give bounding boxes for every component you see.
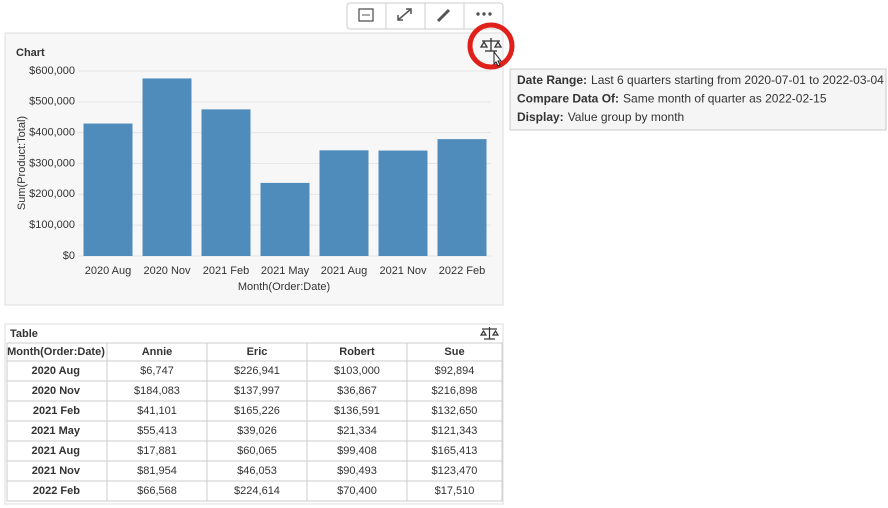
table-cell: $103,000 — [334, 365, 380, 377]
x-axis-label: Month(Order:Date) — [238, 281, 330, 293]
tooltip — [509, 68, 887, 131]
column-header: Sue — [444, 346, 464, 358]
table-cell: $41,101 — [137, 405, 177, 417]
table-compare-icon[interactable] — [479, 327, 500, 340]
y-tick-label: $300,000 — [29, 157, 75, 169]
tooltip-line: Date Range: Last 6 quarters starting from… — [517, 73, 884, 87]
chart-title: Chart — [16, 47, 45, 59]
bar — [437, 139, 487, 256]
y-tick-label: $600,000 — [29, 65, 75, 77]
y-tick-label: $400,000 — [29, 127, 75, 139]
x-tick-label: 2022 Feb — [439, 265, 485, 277]
x-tick-label: 2020 Aug — [85, 265, 132, 277]
table: Month(Order:Date) Annie Eric Robert Sue 2020 … — [6, 342, 503, 502]
table-cell: $17,881 — [137, 445, 177, 457]
table-cell: $137,997 — [234, 385, 280, 397]
table-cell: $39,026 — [237, 425, 277, 437]
table-cell: $136,591 — [334, 405, 380, 417]
expand-button[interactable] — [397, 8, 412, 21]
table-cell: $123,470 — [432, 465, 478, 477]
column-header: Annie — [142, 346, 173, 358]
table-cell: $92,894 — [435, 365, 475, 377]
data-button[interactable] — [358, 8, 374, 22]
tooltip-value: Last 6 quarters starting from 2020-07-01… — [591, 73, 884, 87]
table-cell: $99,408 — [337, 445, 377, 457]
y-axis-label: Sum(Product:Total) — [16, 116, 28, 210]
table-cell: $36,867 — [337, 385, 377, 397]
bar — [319, 150, 369, 256]
table-cell: $60,065 — [237, 445, 277, 457]
bar — [201, 109, 251, 256]
y-tick-label: $100,000 — [29, 219, 75, 231]
bar — [83, 123, 133, 256]
x-tick-label: 2021 Feb — [203, 265, 249, 277]
table-cell: $55,413 — [137, 425, 177, 437]
more-button[interactable] — [476, 12, 492, 16]
table-cell: $224,614 — [234, 485, 280, 497]
tooltip-text: Date Range: Last 6 quarters starting from… — [517, 73, 884, 124]
x-tick-label: 2021 Nov — [379, 265, 427, 277]
table-cell: $46,053 — [237, 465, 277, 477]
table-panel — [4, 323, 504, 505]
table-cell: $184,083 — [134, 385, 180, 397]
edit-button[interactable] — [436, 8, 451, 23]
y-tick-label: $0 — [63, 250, 75, 262]
tooltip-line: Display: Value group by month — [517, 110, 684, 124]
plot: $0 $100,000 $200,000 $300,000 $400,000 $500,0… — [29, 65, 491, 277]
row-header: 2022 Feb — [33, 485, 80, 497]
row-header: 2021 May — [31, 425, 81, 437]
table-cell: $90,493 — [337, 465, 377, 477]
column-header: Eric — [247, 346, 268, 358]
row-header: 2020 Nov — [32, 385, 81, 397]
tooltip-value: Same month of quarter as 2022-02-15 — [623, 92, 827, 106]
table-cell: $70,400 — [337, 485, 377, 497]
tooltip-label: Compare Data Of: — [517, 92, 619, 106]
y-tick-label: $500,000 — [29, 96, 75, 108]
y-tick-label: $200,000 — [29, 188, 75, 200]
tooltip-label: Display: — [517, 110, 564, 124]
x-tick-label: 2021 May — [261, 265, 310, 277]
tooltip-line: Compare Data Of: Same month of quarter as… — [517, 92, 827, 106]
table-cell: $6,747 — [140, 365, 174, 377]
toolbar — [346, 2, 504, 30]
table-cell: $226,941 — [234, 365, 280, 377]
x-tick-label: 2021 Aug — [321, 265, 368, 277]
table-cell: $17,510 — [435, 485, 475, 497]
table-cell: $216,898 — [432, 385, 478, 397]
tooltip-label: Date Range: — [517, 73, 587, 87]
tooltip-value: Value group by month — [568, 110, 685, 124]
bar — [142, 78, 192, 257]
table-cell: $121,343 — [432, 425, 478, 437]
table-cell: $66,568 — [137, 485, 177, 497]
table-title: Table — [10, 328, 38, 340]
row-header: 2020 Aug — [31, 365, 80, 377]
bar — [260, 182, 310, 256]
row-header: 2021 Aug — [31, 445, 80, 457]
table-cell: $81,954 — [137, 465, 177, 477]
chart-panel — [4, 32, 504, 306]
table-cell: $165,413 — [432, 445, 478, 457]
compare-button[interactable] — [467, 22, 515, 70]
column-header: Robert — [339, 346, 375, 358]
row-header: 2021 Nov — [32, 465, 81, 477]
column-header: Month(Order:Date) — [7, 346, 105, 358]
x-tick-label: 2020 Nov — [143, 265, 191, 277]
row-header: 2021 Feb — [33, 405, 80, 417]
table-cell: $21,334 — [337, 425, 377, 437]
bar — [378, 150, 428, 256]
table-cell: $132,650 — [432, 405, 478, 417]
table-cell: $165,226 — [234, 405, 280, 417]
